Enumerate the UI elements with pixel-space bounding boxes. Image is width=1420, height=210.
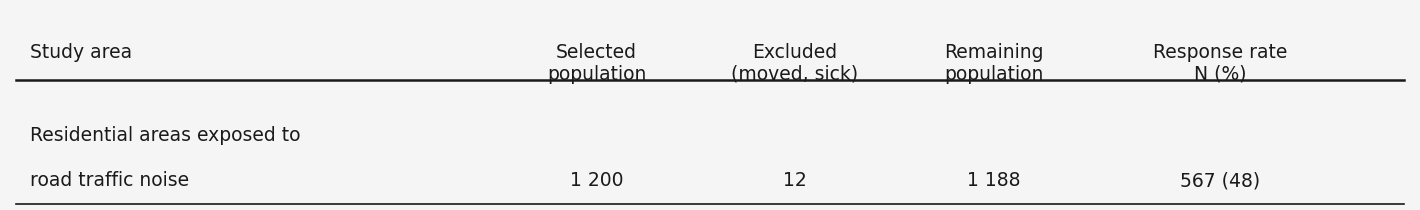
- Text: Remaining
population: Remaining population: [944, 43, 1044, 84]
- Text: 12: 12: [784, 171, 807, 190]
- Text: Excluded
(moved, sick): Excluded (moved, sick): [731, 43, 859, 84]
- Text: road traffic noise: road traffic noise: [30, 171, 189, 190]
- Text: Selected
population: Selected population: [547, 43, 646, 84]
- Text: Residential areas exposed to: Residential areas exposed to: [30, 126, 300, 145]
- Text: Study area: Study area: [30, 43, 132, 62]
- Text: 1 200: 1 200: [569, 171, 623, 190]
- Text: 567 (48): 567 (48): [1180, 171, 1261, 190]
- Text: Response rate
N (%): Response rate N (%): [1153, 43, 1288, 84]
- Text: 1 188: 1 188: [967, 171, 1020, 190]
